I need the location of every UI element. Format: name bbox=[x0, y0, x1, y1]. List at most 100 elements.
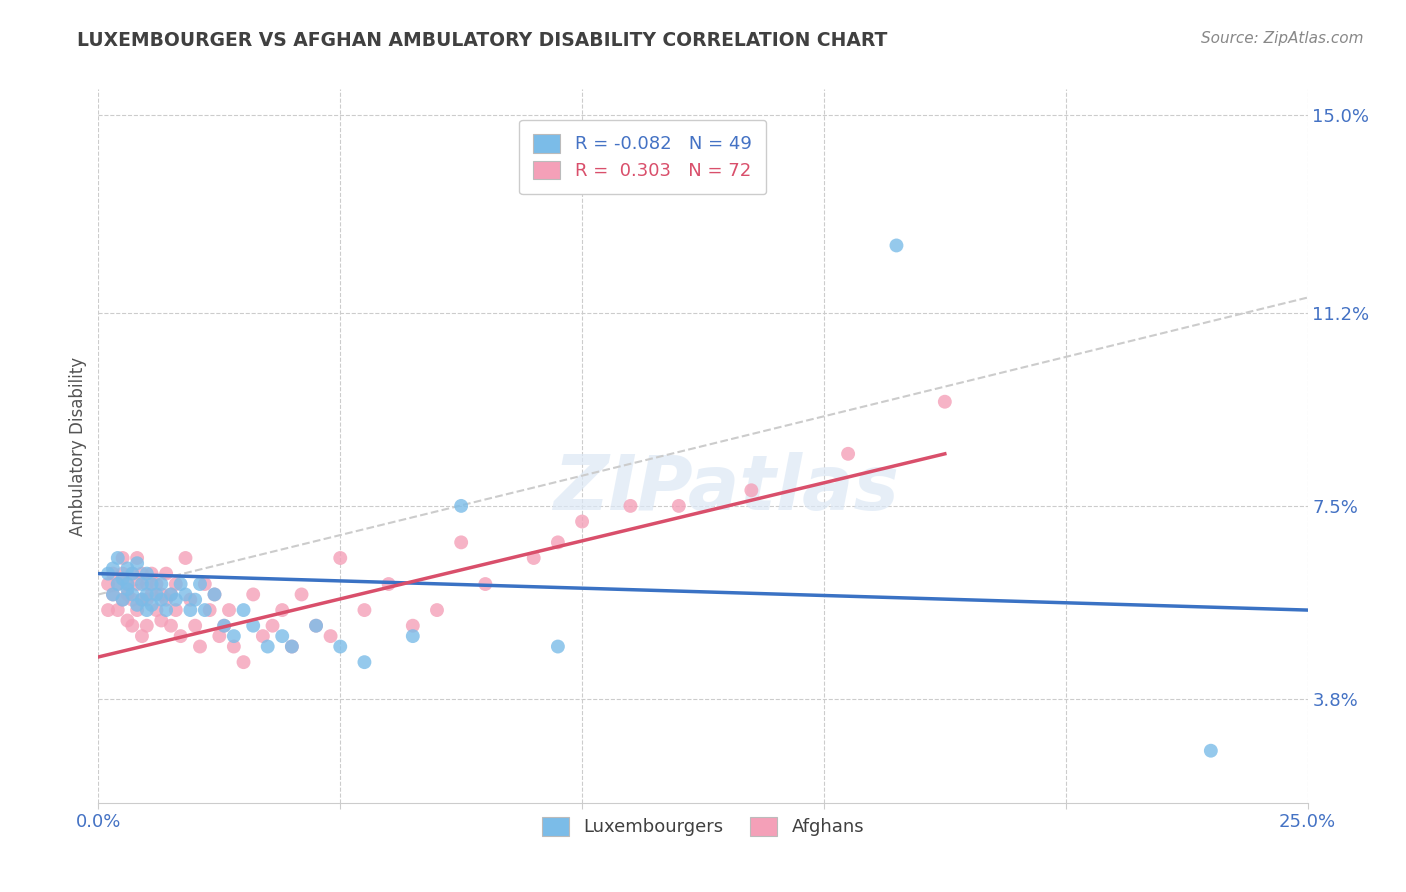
Point bbox=[135, 592, 157, 607]
Point bbox=[111, 551, 134, 566]
Point bbox=[184, 618, 207, 632]
Point bbox=[252, 629, 274, 643]
Point bbox=[155, 592, 177, 607]
Point bbox=[934, 394, 956, 409]
Point bbox=[179, 603, 201, 617]
Point bbox=[232, 603, 254, 617]
Point bbox=[740, 483, 762, 498]
Point bbox=[450, 499, 472, 513]
Point bbox=[117, 561, 139, 575]
Point bbox=[117, 587, 139, 601]
Text: ZIPatlas: ZIPatlas bbox=[554, 452, 900, 525]
Point bbox=[208, 629, 231, 643]
Point bbox=[160, 587, 183, 601]
Point bbox=[222, 629, 245, 643]
Point bbox=[121, 592, 143, 607]
Point bbox=[131, 592, 153, 607]
Point bbox=[353, 655, 375, 669]
Point bbox=[668, 499, 690, 513]
Point bbox=[121, 587, 143, 601]
Point bbox=[174, 587, 197, 601]
Point bbox=[212, 618, 235, 632]
Point bbox=[474, 577, 496, 591]
Point bbox=[305, 618, 328, 632]
Point bbox=[97, 603, 120, 617]
Point bbox=[111, 592, 134, 607]
Point bbox=[174, 551, 197, 566]
Point bbox=[111, 566, 134, 581]
Point bbox=[222, 640, 245, 654]
Point bbox=[131, 566, 153, 581]
Text: LUXEMBOURGER VS AFGHAN AMBULATORY DISABILITY CORRELATION CHART: LUXEMBOURGER VS AFGHAN AMBULATORY DISABI… bbox=[77, 31, 887, 50]
Point bbox=[450, 535, 472, 549]
Point bbox=[135, 566, 157, 581]
Legend: Luxembourgers, Afghans: Luxembourgers, Afghans bbox=[527, 803, 879, 851]
Point bbox=[619, 499, 641, 513]
Point bbox=[117, 614, 139, 628]
Point bbox=[169, 577, 191, 591]
Point bbox=[117, 577, 139, 591]
Point bbox=[319, 629, 342, 643]
Point bbox=[121, 566, 143, 581]
Point bbox=[111, 572, 134, 586]
Point bbox=[131, 577, 153, 591]
Point bbox=[127, 556, 149, 570]
Point bbox=[97, 566, 120, 581]
Point bbox=[127, 577, 149, 591]
Point bbox=[886, 238, 908, 252]
Point bbox=[150, 587, 173, 601]
Point bbox=[402, 618, 425, 632]
Point bbox=[188, 640, 211, 654]
Point bbox=[127, 551, 149, 566]
Point bbox=[194, 603, 217, 617]
Point bbox=[127, 603, 149, 617]
Point bbox=[271, 603, 294, 617]
Point bbox=[101, 566, 124, 581]
Point bbox=[426, 603, 449, 617]
Point bbox=[145, 603, 167, 617]
Point bbox=[160, 587, 183, 601]
Point bbox=[547, 640, 569, 654]
Point bbox=[155, 603, 177, 617]
Point bbox=[101, 587, 124, 601]
Point bbox=[204, 587, 226, 601]
Point bbox=[131, 629, 153, 643]
Point bbox=[837, 447, 859, 461]
Point bbox=[290, 587, 312, 601]
Y-axis label: Ambulatory Disability: Ambulatory Disability bbox=[69, 357, 87, 535]
Point bbox=[117, 577, 139, 591]
Point bbox=[107, 577, 129, 591]
Point bbox=[165, 577, 187, 591]
Point bbox=[281, 640, 304, 654]
Point bbox=[402, 629, 425, 643]
Point bbox=[131, 592, 153, 607]
Point bbox=[135, 577, 157, 591]
Point bbox=[256, 640, 278, 654]
Point bbox=[218, 603, 240, 617]
Point bbox=[150, 592, 173, 607]
Point bbox=[188, 577, 211, 591]
Point bbox=[305, 618, 328, 632]
Point bbox=[141, 587, 163, 601]
Point bbox=[571, 515, 593, 529]
Point bbox=[165, 592, 187, 607]
Point bbox=[169, 629, 191, 643]
Point bbox=[377, 577, 399, 591]
Point bbox=[353, 603, 375, 617]
Point bbox=[184, 592, 207, 607]
Point bbox=[121, 618, 143, 632]
Point bbox=[107, 603, 129, 617]
Point bbox=[155, 566, 177, 581]
Point bbox=[329, 551, 352, 566]
Point bbox=[107, 577, 129, 591]
Point bbox=[160, 618, 183, 632]
Point bbox=[117, 582, 139, 597]
Point bbox=[262, 618, 284, 632]
Point bbox=[242, 618, 264, 632]
Point bbox=[150, 614, 173, 628]
Point bbox=[141, 566, 163, 581]
Point bbox=[198, 603, 221, 617]
Point bbox=[127, 598, 149, 612]
Point bbox=[101, 587, 124, 601]
Point bbox=[145, 587, 167, 601]
